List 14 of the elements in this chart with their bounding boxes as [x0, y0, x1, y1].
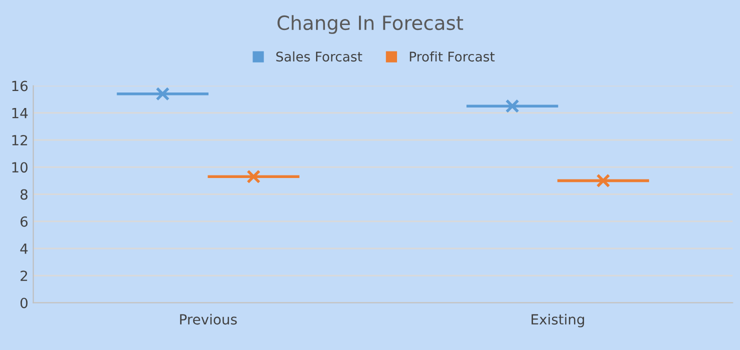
y-tick-label: 8	[20, 189, 28, 200]
y-tick-label: 2	[20, 270, 28, 281]
x-tick-label: Existing	[532, 314, 584, 328]
y-tick-label: 12	[12, 134, 28, 146]
chart-title: Change In Forecast	[278, 15, 464, 34]
y-tick-label: 14	[12, 108, 28, 118]
x-tick-label: Previous	[180, 314, 237, 325]
legend-label: Profit Forcast	[410, 51, 495, 62]
legend-label: Sales Forcast	[276, 51, 362, 62]
y-tick-label: 16	[12, 80, 28, 92]
y-tick-label: 4	[20, 244, 28, 254]
y-tick-label: 10	[12, 162, 28, 173]
y-tick-label: 0	[20, 298, 28, 308]
y-tick-label: 6	[20, 216, 28, 227]
